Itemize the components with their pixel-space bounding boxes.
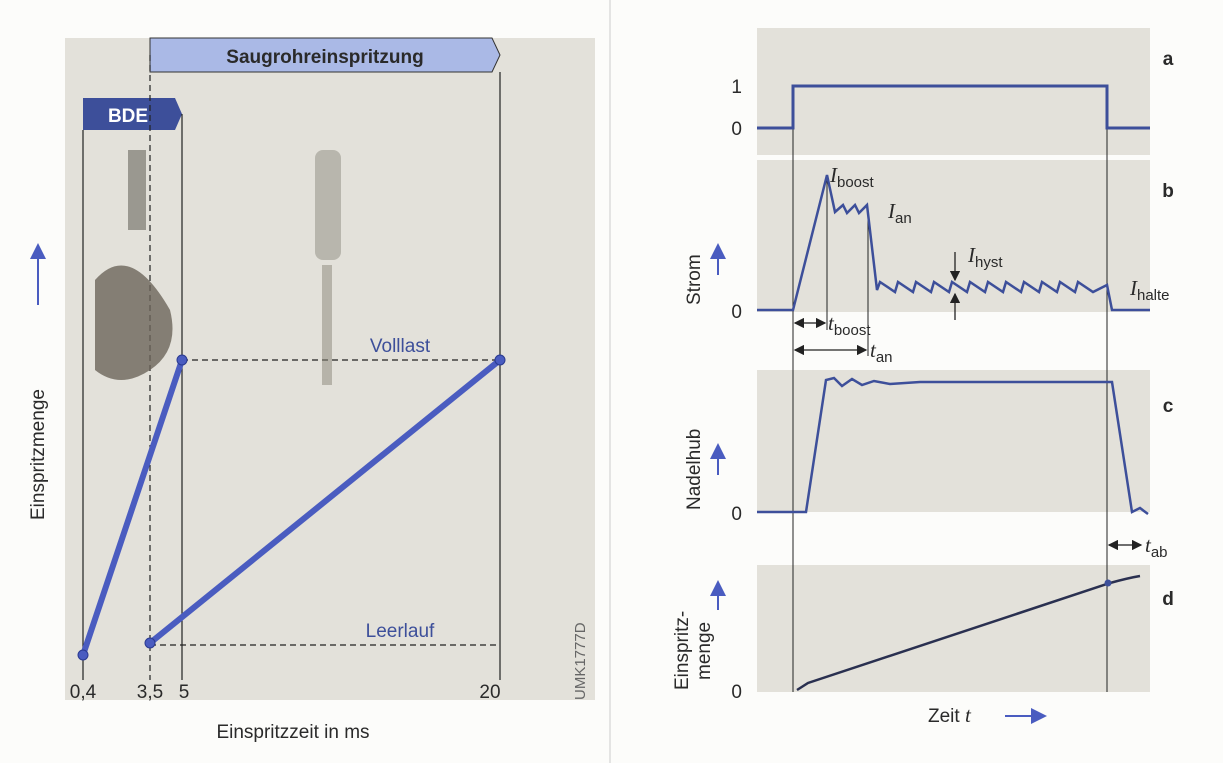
point (1105, 580, 1112, 587)
x-tick: 3,5 (137, 682, 163, 703)
a-tick: 1 (731, 77, 742, 98)
panel-letter: b (1162, 181, 1174, 202)
y-label: menge (694, 622, 715, 680)
panel-letter: a (1163, 49, 1174, 70)
spray-port (322, 265, 332, 385)
x-label: Zeit t (928, 703, 972, 727)
code: UMK1777D (572, 622, 589, 700)
x-tick: 0,4 (70, 682, 97, 703)
panel-letter: d (1162, 589, 1174, 610)
full-load: Volllast (370, 336, 431, 357)
zero: 0 (731, 504, 742, 525)
y-label: Nadelhub (684, 429, 705, 510)
figure: Saugrohreinspritzung BDE Volllast Leerla… (0, 0, 1223, 763)
x-tick: 20 (479, 682, 500, 703)
panel-letter: c (1163, 396, 1174, 417)
y-label: Einspritz- (672, 611, 693, 690)
y-label: Einspritzmenge (28, 389, 49, 520)
zero: 0 (731, 682, 742, 703)
a-tick: 0 (731, 119, 742, 140)
idle: Leerlauf (366, 621, 435, 642)
injector-gdi (128, 150, 146, 230)
banner-gdi-text: BDE (108, 106, 148, 127)
injector-port (315, 150, 341, 260)
x-label: Einspritzzeit in ms (216, 722, 369, 743)
x-tick: 5 (179, 682, 190, 703)
y-label: Strom (684, 254, 705, 305)
zero: 0 (731, 302, 742, 323)
banner-port-text: Saugrohreinspritzung (226, 47, 423, 68)
